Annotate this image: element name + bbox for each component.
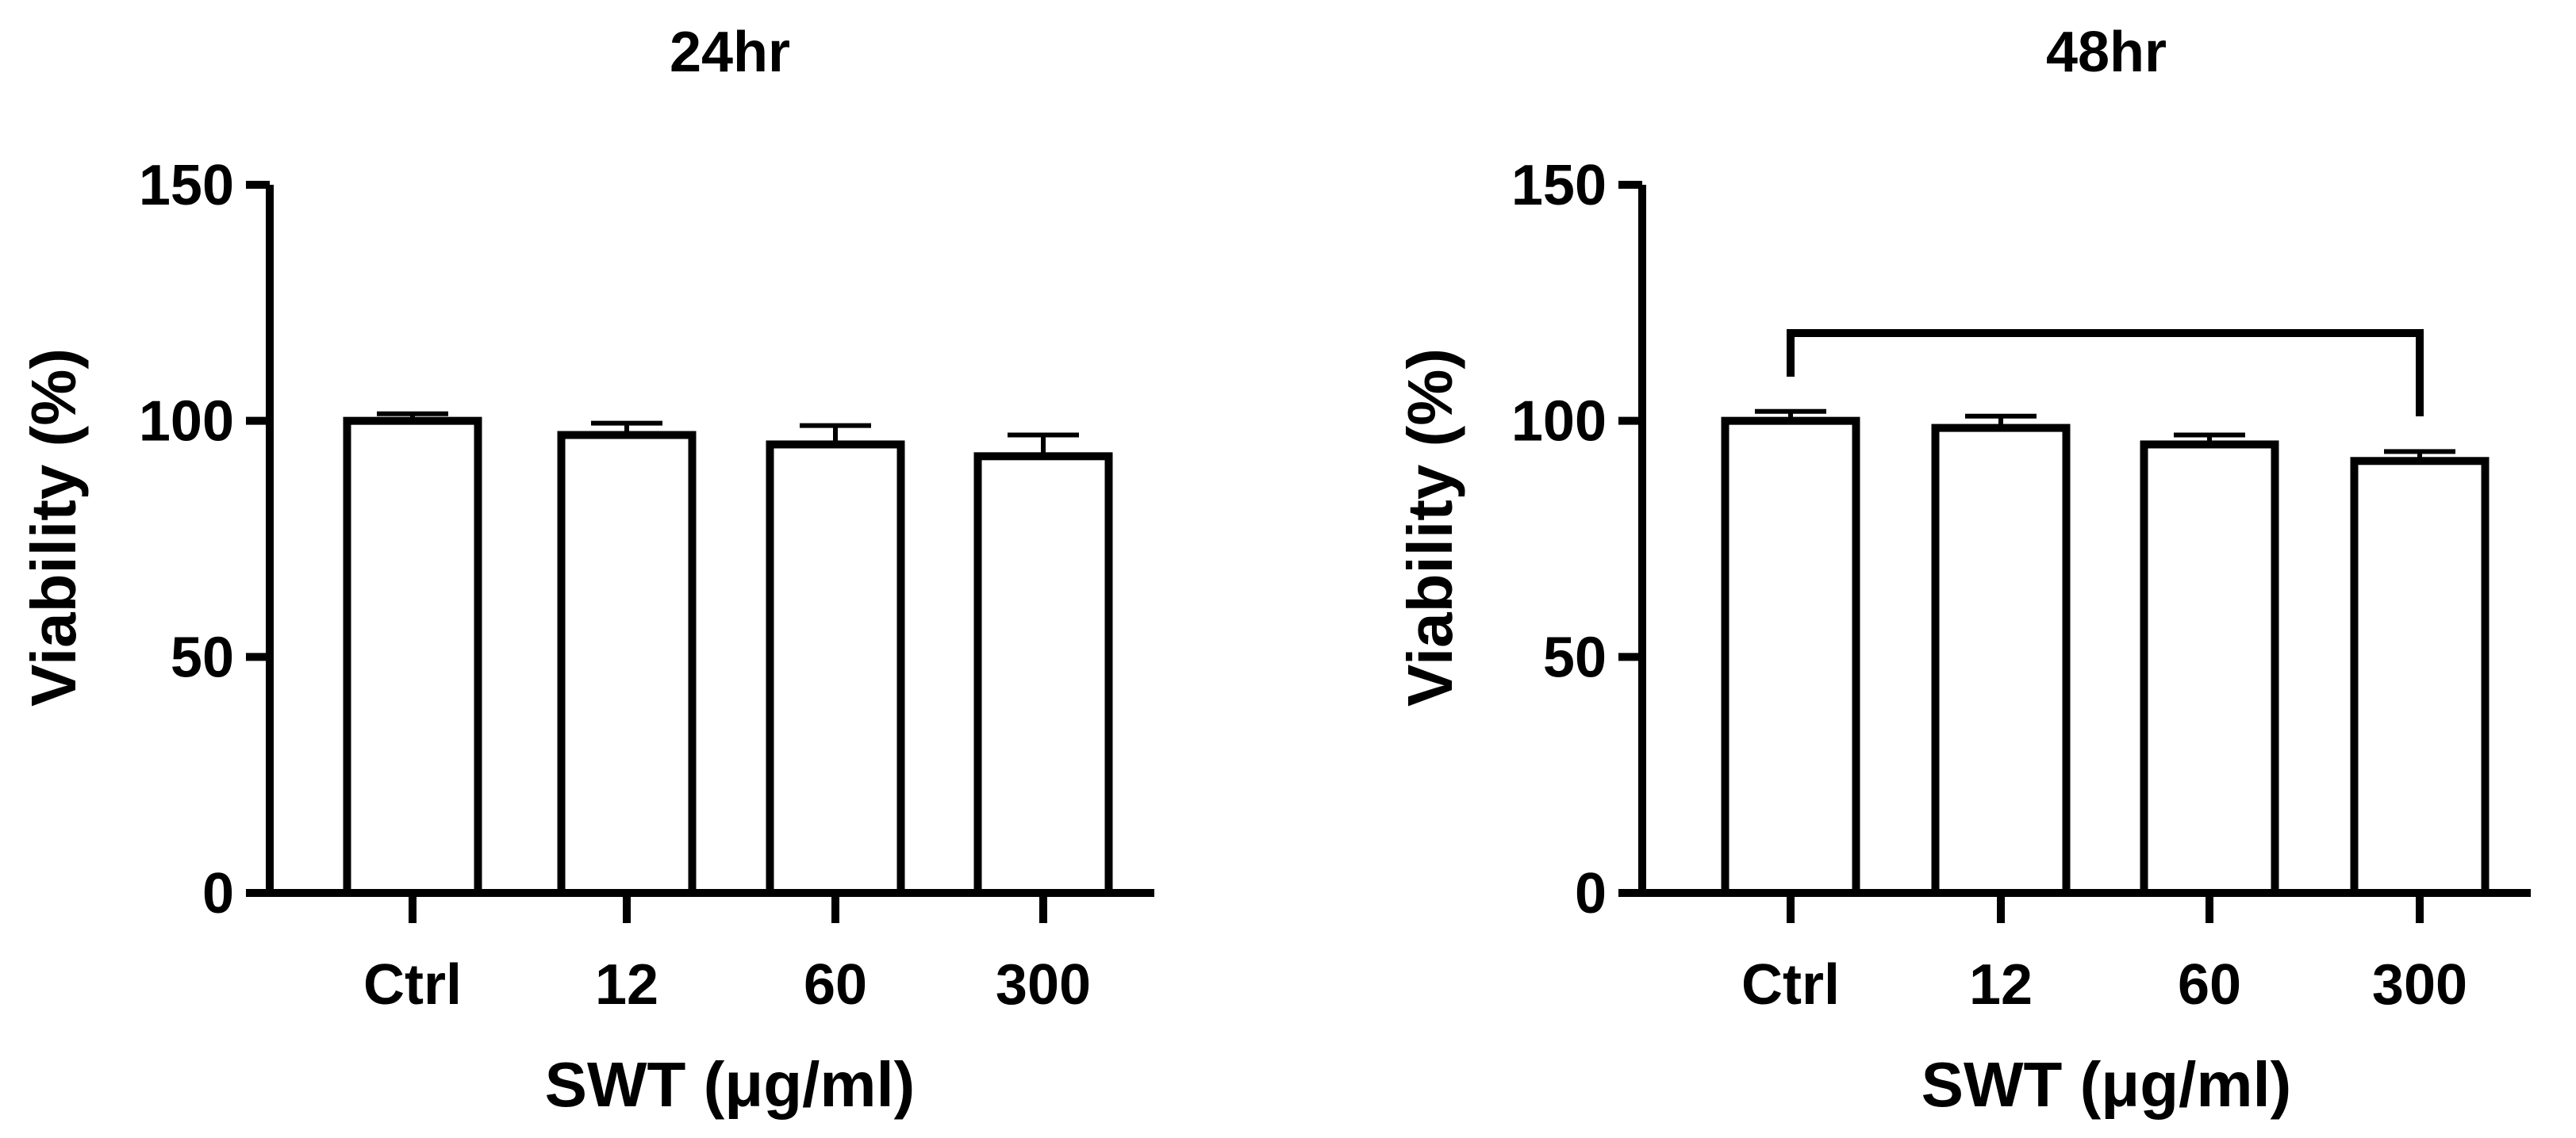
y-tick-label: 0 [202, 862, 234, 925]
x-axis-label: SWT (μg/ml) [545, 1049, 916, 1120]
chart-panel-48hr: 48hr Viability (%) SWT (μg/ml) 0 50 100 150… [1395, 21, 2531, 1120]
bar-60 [2140, 440, 2279, 897]
y-axis-label: Viability (%) [18, 348, 89, 707]
bar-60 [766, 440, 905, 897]
x-axis-label: SWT (μg/ml) [1921, 1049, 2292, 1120]
bars [343, 411, 1113, 897]
x-tick-label: 60 [2178, 953, 2241, 1017]
x-tick-label: 300 [996, 953, 1091, 1017]
x-tick-label: 12 [1969, 953, 2033, 1017]
bar-ctrl [343, 416, 482, 897]
x-tick-label: 12 [595, 953, 658, 1017]
x-ticks: Ctrl 12 60 300 [1741, 893, 2467, 1017]
x-tick-label: 300 [2372, 953, 2467, 1017]
x-ticks: Ctrl 12 60 300 [363, 893, 1091, 1017]
chart-panel-24hr: 24hr Viability (%) SWT (μg/ml) 0 50 100 150… [18, 21, 1154, 1120]
y-tick-label: 150 [1511, 154, 1607, 217]
x-tick-label: 60 [804, 953, 867, 1017]
chart-title: 48hr [2046, 21, 2167, 84]
y-tick-label: 100 [139, 390, 234, 454]
bars [1721, 329, 2490, 897]
y-tick-label: 100 [1511, 390, 1607, 454]
significance-bracket [1787, 329, 2424, 416]
y-ticks: 0 50 100 150 [1511, 154, 1642, 925]
bar-300 [2350, 457, 2490, 897]
x-tick-label: Ctrl [363, 953, 462, 1017]
y-tick-label: 0 [1575, 862, 1607, 925]
chart-title: 24hr [670, 21, 790, 84]
bar-12 [557, 431, 697, 897]
bar-300 [973, 452, 1113, 897]
y-ticks: 0 50 100 150 [139, 154, 270, 925]
bar-12 [1931, 423, 2071, 897]
y-tick-label: 50 [171, 626, 234, 689]
y-tick-label: 50 [1543, 626, 1607, 689]
bar-ctrl [1721, 416, 1860, 897]
y-tick-label: 150 [139, 154, 234, 217]
x-tick-label: Ctrl [1741, 953, 1840, 1017]
y-axis-label: Viability (%) [1395, 348, 1465, 707]
